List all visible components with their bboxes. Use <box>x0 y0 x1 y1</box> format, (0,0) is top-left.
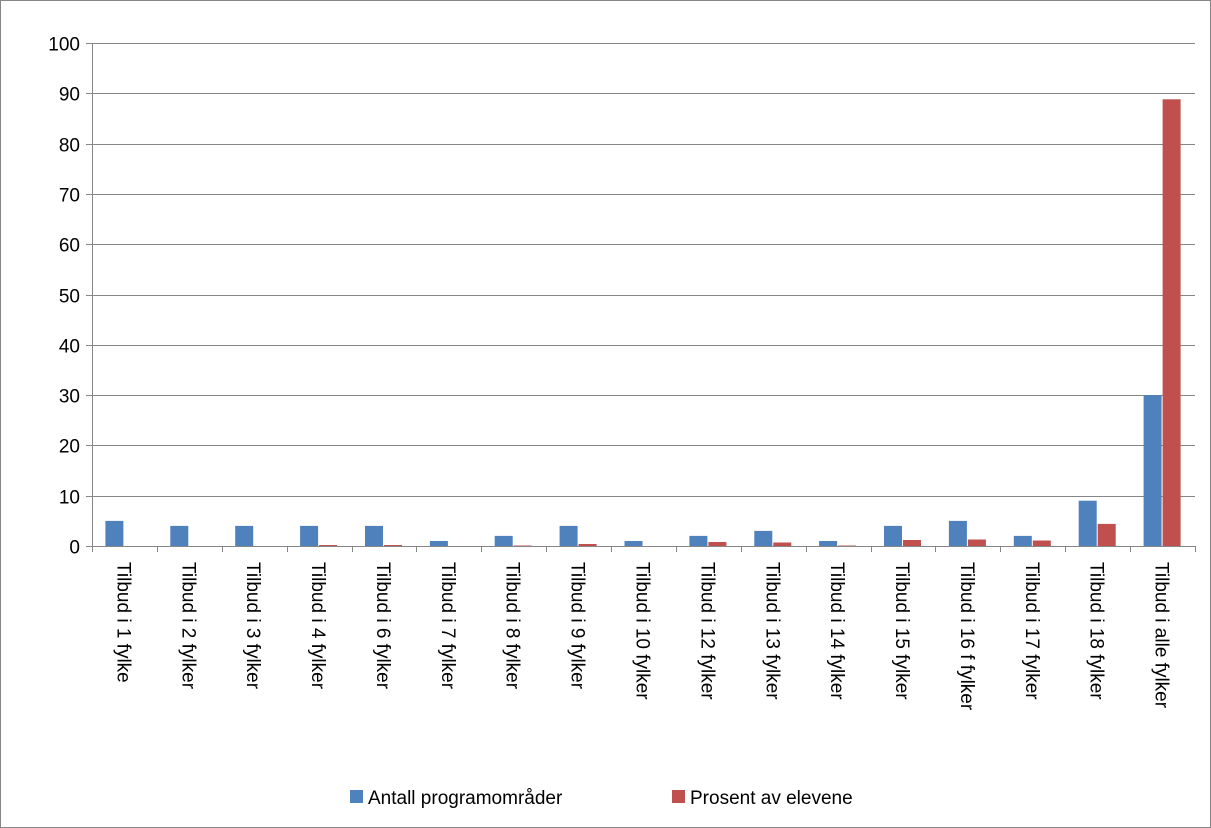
bar-prosent-14 <box>1032 540 1051 546</box>
bar-antall-16 <box>1143 395 1162 546</box>
x-tick-label: Tilbud i 2 fylker <box>177 562 198 690</box>
x-tick-label: Tilbud i 4 fylker <box>307 562 328 690</box>
legend-label-0: Antall programområder <box>368 788 563 809</box>
bar-prosent-4 <box>384 545 402 546</box>
bar-antall-10 <box>754 530 773 546</box>
bars <box>105 99 1181 547</box>
y-tick-label: 60 <box>59 236 80 257</box>
legend-swatch-1 <box>672 790 685 803</box>
bar-antall-14 <box>1013 535 1032 546</box>
y-tick-label: 10 <box>59 488 80 509</box>
bar-prosent-12 <box>903 540 921 546</box>
y-tick-label: 20 <box>59 437 80 458</box>
gridlines <box>92 43 1195 497</box>
y-tick-label: 40 <box>59 337 80 358</box>
x-tick-label: Tilbud i 18 fylker <box>1086 562 1107 700</box>
x-tick-label: Tilbud i 1 fylke <box>112 562 133 683</box>
bar-antall-6 <box>494 535 513 546</box>
bar-prosent-10 <box>773 542 792 546</box>
x-tick-label: Tilbud i 9 fylker <box>567 562 588 690</box>
x-tick-label: Tilbud i 7 fylker <box>437 562 458 690</box>
y-tick-label: 90 <box>59 85 80 106</box>
bar-prosent-3 <box>319 545 338 546</box>
x-tick-label: Tilbud i 13 fylker <box>761 562 782 700</box>
x-tick-label: Tilbud i 6 fylker <box>372 562 393 690</box>
y-tick-label: 100 <box>48 35 80 56</box>
bar-antall-12 <box>884 525 902 546</box>
x-tick-label: Tilbud i 14 fylker <box>826 562 847 700</box>
bar-antall-5 <box>429 541 448 546</box>
bar-antall-4 <box>365 525 383 546</box>
x-tick-label: Tilbud i 10 fylker <box>632 562 653 700</box>
y-axis-ticks: 0 10 20 30 40 50 60 70 80 90 100 <box>48 35 92 559</box>
x-tick-label: Tilbud i 16 f fylker <box>956 562 977 711</box>
legend-swatch-0 <box>350 790 363 803</box>
x-tick-label: Tilbud i 3 fylker <box>242 562 263 690</box>
x-tick-label: Tilbud i 15 fylker <box>891 562 912 700</box>
bar-prosent-15 <box>1097 523 1116 546</box>
x-tick-label: Tilbud i 12 fylker <box>696 562 717 700</box>
bar-prosent-7 <box>578 544 597 546</box>
bar-antall-9 <box>689 535 708 546</box>
bar-antall-1 <box>170 525 189 546</box>
y-tick-label: 70 <box>59 186 80 207</box>
bar-antall-3 <box>300 525 319 546</box>
axes <box>92 43 1196 552</box>
y-tick-label: 50 <box>59 287 80 308</box>
x-tick-label: Tilbud i alle fylker <box>1151 562 1172 709</box>
bar-antall-13 <box>948 520 967 546</box>
bar-antall-8 <box>624 541 643 546</box>
bar-antall-15 <box>1078 500 1097 546</box>
bar-prosent-9 <box>708 542 727 546</box>
legend: Antall programområder Prosent av elevene <box>350 788 853 809</box>
bar-antall-2 <box>235 525 254 546</box>
y-tick-label: 0 <box>69 538 80 559</box>
bar-antall-7 <box>559 525 578 546</box>
y-tick-label: 80 <box>59 136 80 157</box>
bar-prosent-13 <box>967 539 986 546</box>
bar-antall-0 <box>105 520 124 546</box>
x-axis-labels: Tilbud i 1 fylke Tilbud i 2 fylker Tilbud … <box>112 562 1171 711</box>
bar-prosent-11 <box>838 545 857 546</box>
y-tick-label: 30 <box>59 387 80 408</box>
x-tick-label: Tilbud i 8 fylker <box>502 562 523 690</box>
bar-antall-11 <box>819 541 838 546</box>
bar-prosent-6 <box>513 545 532 546</box>
bar-prosent-16 <box>1162 99 1181 547</box>
x-tick-label: Tilbud i 17 fylker <box>1021 562 1042 700</box>
legend-label-1: Prosent av elevene <box>690 788 853 809</box>
